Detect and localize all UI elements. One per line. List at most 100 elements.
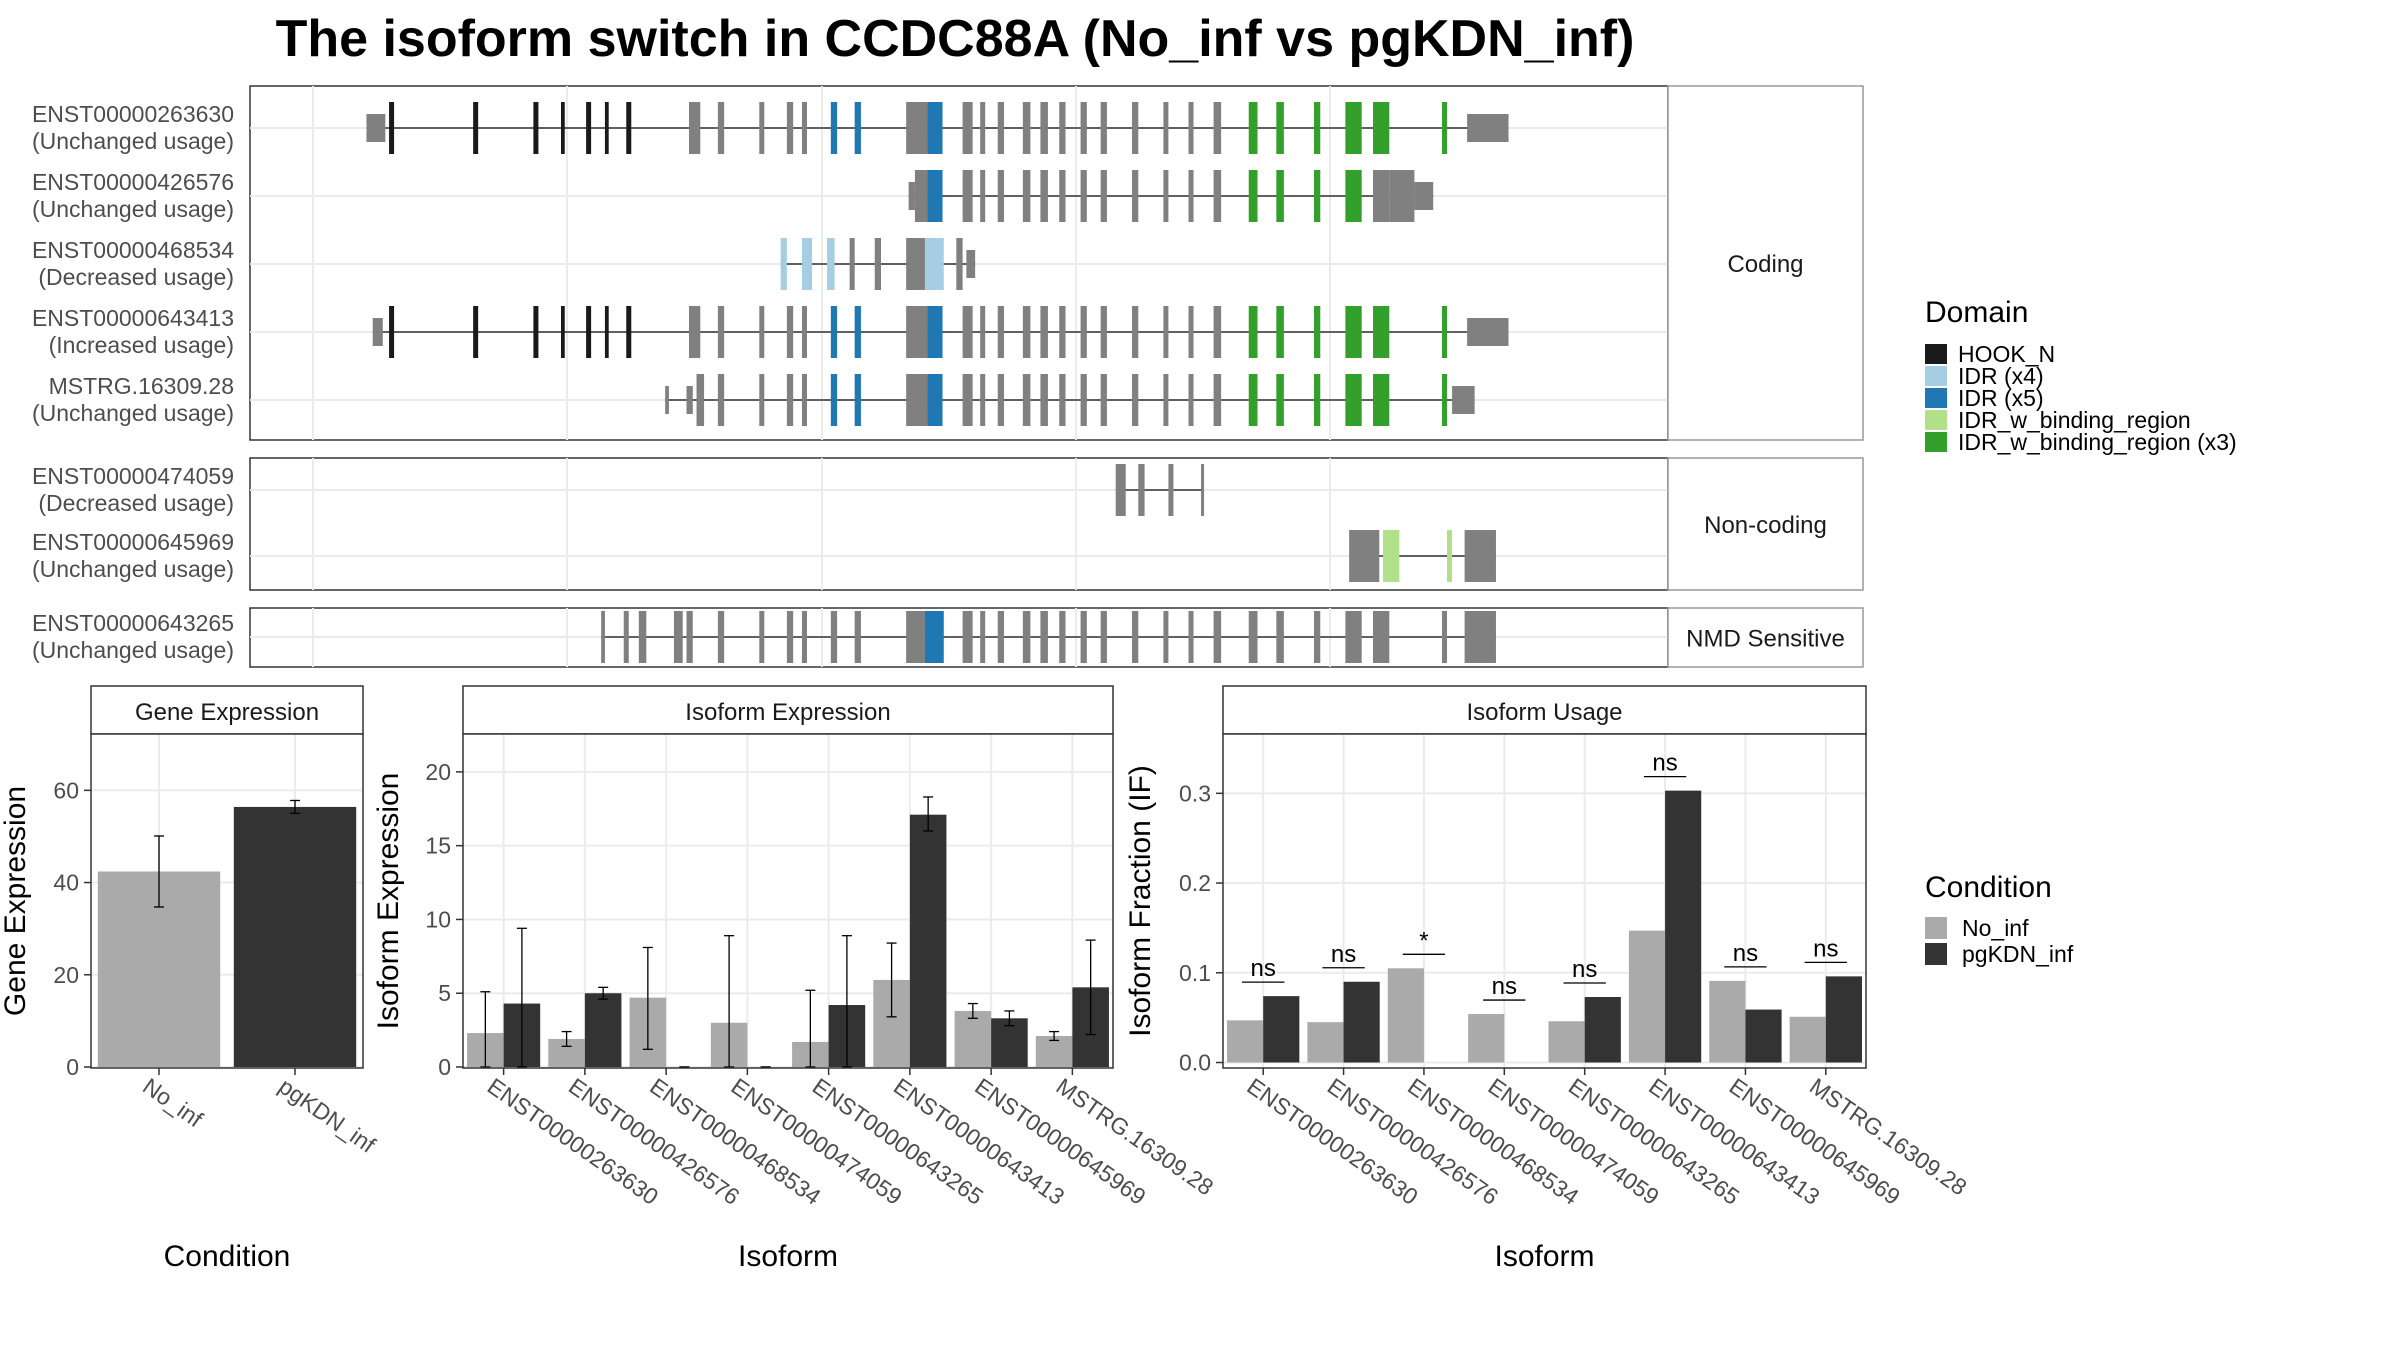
exon-block-idr-w-binding-region-x3- <box>1372 306 1390 358</box>
exon-block-idr-w-binding-region-x3- <box>1345 102 1362 154</box>
isoform-id-label: ENST00000263630 <box>32 101 234 127</box>
chart-plot-area-1 <box>463 734 1113 1068</box>
exon-block-idr-w-binding-region-x3- <box>1248 170 1258 222</box>
exon-block-exon <box>1163 102 1169 154</box>
expression-bar-charts: Gene Expression 0 20 40 60 No_inf pgKDN_inf Con… <box>0 685 1972 1273</box>
exon-block-idr-x5- <box>854 306 861 358</box>
exon-block-exon <box>906 374 928 426</box>
exon-block-exon <box>1080 611 1087 663</box>
exon-block-idr-w-binding-region-x3- <box>1314 170 1321 222</box>
exon-block-exon <box>1163 374 1169 426</box>
chart-strip-1 <box>462 685 1114 735</box>
exon-block-exon <box>1100 170 1107 222</box>
exon-block-idr-w-binding-region-x3- <box>1314 306 1321 358</box>
bar-pgKDN_inf <box>909 814 947 1067</box>
exon-block-exon <box>1188 611 1194 663</box>
exon-block-hook-n <box>604 102 609 154</box>
exon-block-exon <box>1372 170 1390 222</box>
isoform-usage-label: (Unchanged usage) <box>32 400 234 426</box>
y-tick-label: 0.1 <box>1179 960 1211 986</box>
exon-block-exon <box>689 102 701 154</box>
isoform-id-label: ENST00000474059 <box>32 463 234 489</box>
exon-block-exon <box>1389 170 1415 222</box>
exon-block-exon <box>1349 530 1380 582</box>
exon-block-exon <box>717 374 725 426</box>
bar-No_inf <box>1227 1020 1264 1063</box>
isoform-id-label: ENST00000643413 <box>32 305 234 331</box>
significance-label: ns <box>1733 940 1758 967</box>
domain-legend-label: IDR_w_binding_region <box>1958 407 2191 433</box>
isoform-usage-label: (Unchanged usage) <box>32 637 234 663</box>
x-axis-title: Isoform <box>738 1240 838 1273</box>
facet-strip-0 <box>1667 85 1864 441</box>
exon-block-exon <box>914 170 928 222</box>
chart-strip-title: Isoform Usage <box>1466 699 1622 726</box>
exon-block-exon <box>997 611 1005 663</box>
y-tick-label: 40 <box>53 870 79 896</box>
chart-strip-0 <box>90 685 364 735</box>
domain-legend-label: IDR (x4) <box>1958 363 2044 389</box>
exon-block-exon <box>962 306 973 358</box>
isoform-usage-label: (Increased usage) <box>49 332 234 358</box>
exon-block-exon <box>1163 611 1169 663</box>
bar-pgKDN_inf <box>233 806 357 1067</box>
exon-block-exon <box>1213 102 1222 154</box>
exon-block-exon <box>1100 306 1107 358</box>
exon-block-idr-x5- <box>927 306 943 358</box>
exon-block-exon <box>997 374 1005 426</box>
bar-pgKDN_inf <box>1584 997 1621 1063</box>
isoform-usage-label: (Unchanged usage) <box>32 128 234 154</box>
significance-label: * <box>1419 927 1428 954</box>
exon-block-idr-x4- <box>924 238 944 290</box>
bar-No_inf <box>1035 1036 1073 1067</box>
exon-block-utr <box>366 114 386 142</box>
exon-block-exon <box>962 611 973 663</box>
exon-block-exon <box>1188 374 1194 426</box>
isoform-id-label: ENST00000468534 <box>32 237 234 263</box>
exon-block-exon <box>686 611 693 663</box>
exon-block-exon <box>1464 611 1496 663</box>
exon-block-idr-x5- <box>830 374 838 426</box>
exon-block-exon <box>830 611 838 663</box>
exon-block-exon <box>759 374 765 426</box>
exon-block-exon <box>801 374 807 426</box>
exon-block-exon <box>689 306 701 358</box>
exon-block-hook-n <box>561 306 565 358</box>
exon-block-utr <box>1414 182 1434 210</box>
exon-block-exon <box>1022 611 1031 663</box>
y-tick-label: 0.3 <box>1179 780 1211 806</box>
exon-block-idr-w-binding-region-x3- <box>1372 102 1390 154</box>
exon-block-exon <box>1188 102 1194 154</box>
exon-block-exon <box>1248 611 1258 663</box>
exon-block-exon <box>786 611 794 663</box>
exon-block-exon <box>980 374 986 426</box>
exon-block-exon <box>1040 170 1048 222</box>
domain-legend-key <box>1925 432 1947 452</box>
bar-No_inf <box>1789 1016 1826 1063</box>
exon-block-hook-n <box>604 306 609 358</box>
y-tick-label: 15 <box>425 833 451 859</box>
domain-legend-key <box>1925 344 1947 364</box>
exon-block-exon <box>623 611 629 663</box>
exon-block-idr-x5- <box>927 374 943 426</box>
exon-block-idr-x5- <box>927 102 943 154</box>
exon-block-exon <box>1163 306 1169 358</box>
chart-strip-title: Isoform Expression <box>685 699 890 726</box>
exon-block-exon <box>962 374 973 426</box>
exon-block-exon <box>1059 170 1066 222</box>
exon-block-idr-w-binding-region-x3- <box>1276 374 1284 426</box>
exon-block-exon <box>1080 374 1087 426</box>
exon-block-exon <box>638 611 647 663</box>
exon-block-exon <box>1040 611 1048 663</box>
chart-panel-border <box>1222 733 1867 1069</box>
exon-block-exon <box>1040 306 1048 358</box>
exon-block-exon <box>1213 306 1222 358</box>
bar-No_inf <box>1387 968 1424 1063</box>
exon-block-utr <box>1467 318 1509 346</box>
exon-block-exon <box>849 238 855 290</box>
exon-block-exon <box>717 306 725 358</box>
y-tick-label: 60 <box>53 777 79 803</box>
exon-block-utr <box>686 386 693 414</box>
bar-pgKDN_inf <box>1745 1009 1782 1063</box>
exon-block-exon <box>1022 374 1031 426</box>
